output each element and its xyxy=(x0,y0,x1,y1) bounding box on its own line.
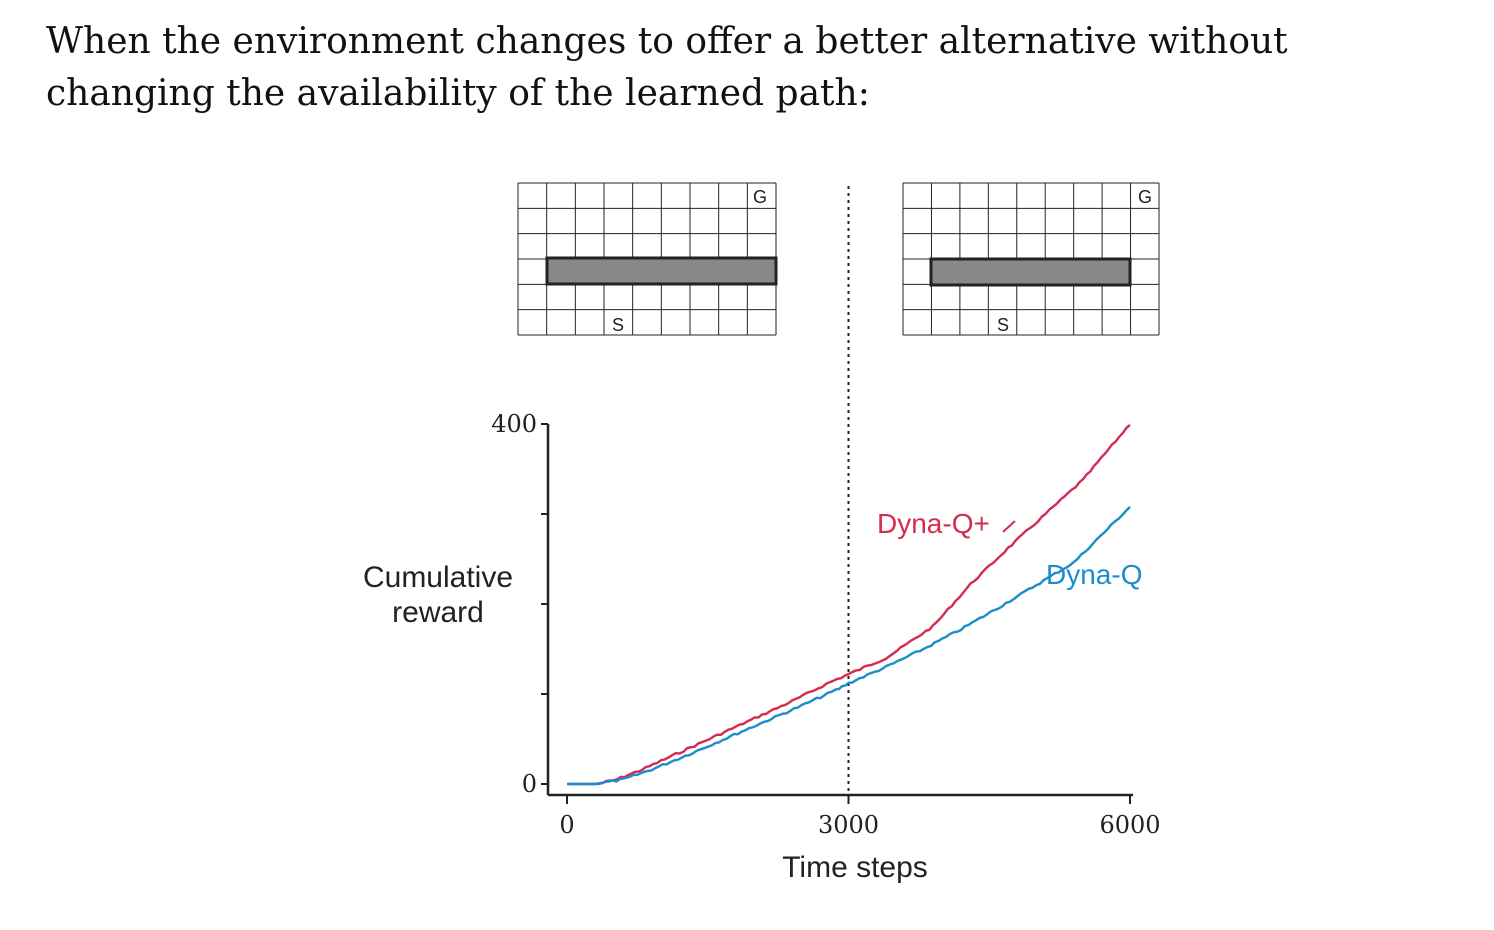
series-line-dyna-q-plus xyxy=(567,423,1131,786)
x-axis: 0 3000 6000 xyxy=(548,793,1161,839)
slide-heading: When the environment changes to offer a … xyxy=(46,16,1446,120)
heading-line-1: When the environment changes to offer a … xyxy=(46,21,1288,62)
heading-line-2: changing the availability of the learned… xyxy=(46,73,870,114)
y-axis: 0 400 xyxy=(491,410,550,798)
maze-wall xyxy=(545,256,778,286)
x-tick-label: 3000 xyxy=(818,811,879,839)
series-lines xyxy=(567,423,1131,786)
y-axis-title-line-1: Cumulative xyxy=(363,561,513,594)
series-label-dyna-q-plus-pointer xyxy=(1002,520,1016,533)
maze-before-change: S G xyxy=(517,182,778,336)
y-tick-label: 0 xyxy=(522,770,537,798)
series-line-dyna-q xyxy=(567,506,1131,786)
x-tick-label: 0 xyxy=(559,811,574,839)
maze-start-label: S xyxy=(997,315,1009,335)
y-axis-title-line-2: reward xyxy=(392,596,484,629)
maze-wall xyxy=(929,257,1132,287)
y-tick-label: 400 xyxy=(491,410,537,438)
maze-goal-label: G xyxy=(753,187,767,207)
maze-after-change: S G xyxy=(902,182,1160,336)
maze-start-label: S xyxy=(612,315,624,335)
maze-goal-label: G xyxy=(1138,187,1152,207)
series-label-dyna-q: Dyna-Q xyxy=(1046,559,1142,590)
x-axis-title: Time steps xyxy=(782,851,928,884)
series-label-dyna-q-plus: Dyna-Q+ xyxy=(877,508,990,539)
x-tick-label: 6000 xyxy=(1099,811,1160,839)
